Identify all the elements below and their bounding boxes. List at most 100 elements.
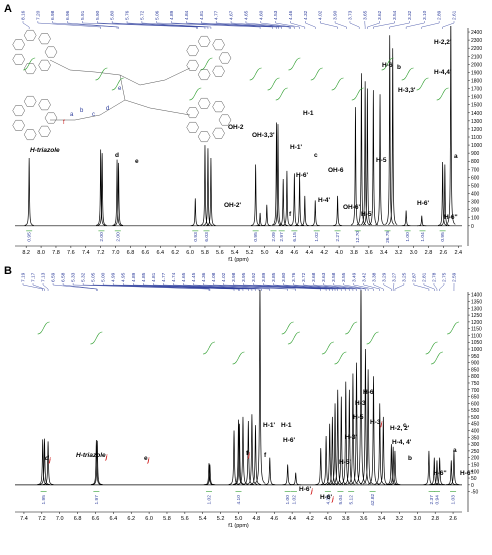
- peak-label-connector: [384, 283, 392, 291]
- y-tick-label: 1700: [471, 87, 482, 93]
- y-tick-label: 800: [471, 159, 480, 165]
- peak-label: 4.60: [258, 10, 264, 20]
- peak-label: 5.90: [95, 10, 101, 20]
- peak-label-connector: [53, 283, 96, 291]
- peak-label: 4.65: [181, 272, 187, 282]
- integral-curve: [367, 332, 379, 344]
- y-tick-label: 1150: [471, 327, 482, 333]
- panel-label: A: [4, 3, 12, 15]
- peak-label: 4.36: [201, 272, 207, 282]
- annotation-text: H-1': [290, 144, 302, 151]
- peak-label-connector: [305, 21, 315, 29]
- y-tick-label: 200: [471, 208, 480, 214]
- peak-annotation: H-triazolej: [76, 452, 108, 461]
- peak-annotation: H-6': [283, 437, 295, 444]
- peak-annotation: c: [403, 422, 407, 429]
- x-tick-label: 7.0: [56, 516, 64, 522]
- peak-label: 6.58: [61, 272, 67, 282]
- glucose-unit: [24, 30, 36, 40]
- y-tick-label: 100: [471, 216, 480, 222]
- peak-label-connector: [395, 283, 404, 291]
- peak-annotation: H-6'': [460, 470, 474, 477]
- peak-label-connector: [68, 21, 119, 29]
- peak-label-connector: [246, 21, 291, 29]
- y-tick-label: 1600: [471, 95, 482, 101]
- integral-label: 2.27: [335, 232, 341, 242]
- integral-curve: [90, 332, 102, 344]
- x-tick-label: 4.8: [253, 516, 261, 522]
- peak-annotation: f: [289, 211, 292, 218]
- integral-curve: [200, 58, 212, 70]
- integral-curve: [322, 342, 334, 354]
- peak-label: 3.80: [281, 272, 287, 282]
- glucose-unit: [213, 66, 225, 76]
- peak-label: 3.90: [333, 10, 339, 20]
- y-tick-label: 900: [471, 361, 480, 367]
- annotation-text: H-6': [320, 494, 332, 501]
- peak-label: 3.32: [407, 10, 413, 20]
- integral-curve: [447, 322, 459, 334]
- glucose-unit: [187, 60, 199, 70]
- peak-label: 4.89: [131, 272, 137, 282]
- peak-annotation: OH-6: [328, 167, 344, 174]
- integral-label: 0.93: [193, 232, 199, 242]
- peak-label: 3.49: [351, 272, 357, 282]
- y-tick-label: 550: [471, 408, 480, 414]
- annotation-text: H-6'': [433, 470, 447, 477]
- integral-curve: [250, 68, 262, 80]
- x-tick-label: 6.0: [186, 250, 194, 256]
- annotation-text: b: [397, 64, 401, 71]
- peak: [402, 210, 411, 225]
- peak-label-connector: [406, 21, 424, 29]
- integral-label: 2.97: [279, 232, 285, 242]
- annotation-text: f: [264, 452, 267, 459]
- integral-label: 2.37: [429, 495, 435, 505]
- x-tick-label: 4.0: [335, 250, 343, 256]
- annotation-subscript: j: [105, 454, 108, 461]
- integral-curve: [332, 78, 344, 90]
- integral-curve: [417, 78, 429, 90]
- annotation-text: H-1': [263, 422, 275, 429]
- structure-label: d: [106, 106, 109, 112]
- y-tick-label: 1400: [471, 111, 482, 117]
- integral-label: 1.00: [405, 232, 411, 242]
- y-tick-label: 750: [471, 381, 480, 387]
- y-tick-label: 650: [471, 395, 480, 401]
- y-tick-label: 1800: [471, 78, 482, 84]
- y-tick-label: 2200: [471, 46, 482, 52]
- annotation-text: H-4, 4': [392, 439, 412, 446]
- peak-annotation: OH-2': [224, 202, 242, 209]
- glucose-unit: [187, 122, 199, 132]
- integral-label: 1.02: [206, 495, 212, 505]
- integral-curve: [288, 58, 300, 70]
- glucose-unit: [24, 129, 36, 139]
- integral-curve: [276, 88, 288, 100]
- integral-curve: [38, 322, 50, 334]
- peak-label: 6.98: [50, 10, 56, 20]
- integral-curve: [437, 88, 449, 100]
- integral-curve: [311, 68, 323, 80]
- peak-annotation: H-3': [345, 434, 357, 441]
- annotation-text: H-3,3': [398, 87, 416, 94]
- peak-label: 2.87: [411, 272, 417, 282]
- integral-curve: [268, 78, 280, 90]
- peak-label: 5.05: [91, 272, 97, 282]
- integral-curve: [431, 352, 443, 364]
- peak-label: 4.81: [151, 272, 157, 282]
- peak-label: 3.55: [341, 272, 347, 282]
- x-tick-label: 7.4: [20, 516, 28, 522]
- peak-annotation: H-6': [417, 200, 429, 207]
- integral-label: 1.04: [420, 232, 426, 242]
- glucose-unit: [198, 69, 210, 79]
- peak-annotation: b: [397, 64, 401, 71]
- peak-label-connector: [414, 283, 429, 291]
- x-tick-label: 8.2: [22, 250, 30, 256]
- x-tick-label: 6.6: [142, 250, 150, 256]
- annotation-text: OH-6: [328, 167, 344, 174]
- peak-label-connector: [63, 283, 97, 291]
- integral-curve: [233, 352, 245, 364]
- x-tick-label: 6.2: [171, 250, 179, 256]
- integral-curve: [402, 68, 414, 80]
- integral-label: 5.12: [349, 495, 355, 505]
